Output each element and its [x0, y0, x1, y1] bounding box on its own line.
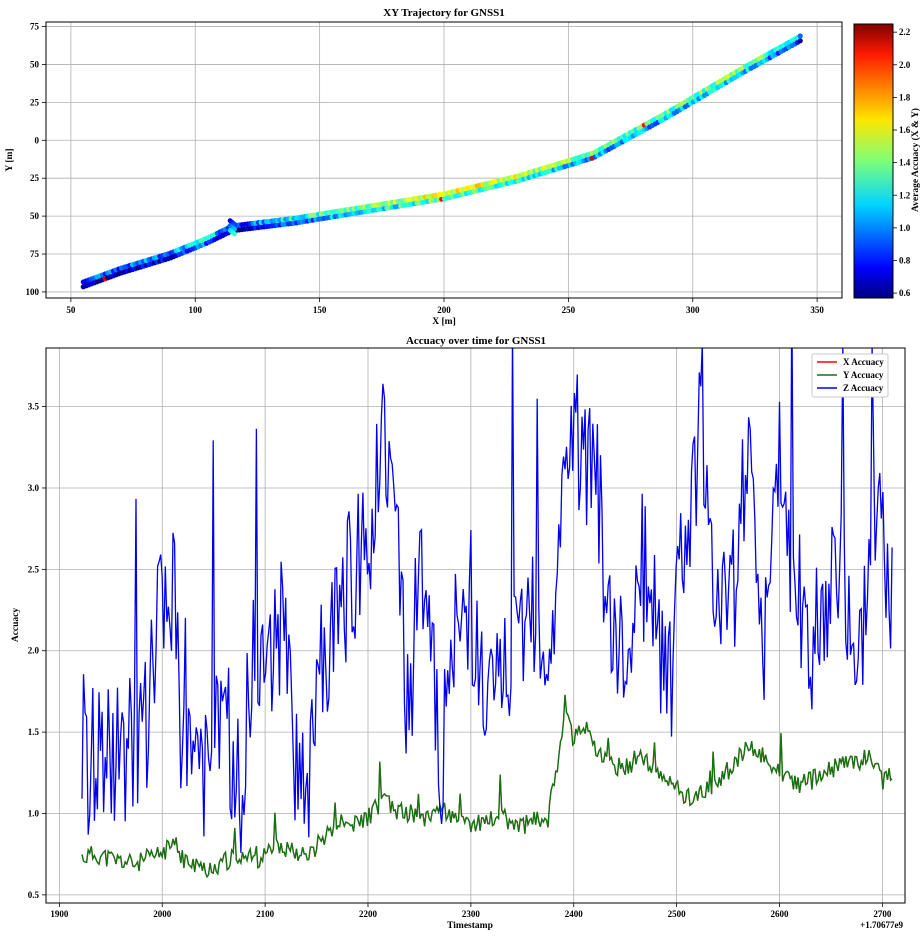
y-tick-label: 50: [30, 59, 40, 69]
colorbar-tick-label: 2.0: [899, 60, 911, 70]
x-tick-label: 350: [810, 305, 824, 315]
x-tick-label: 2100: [256, 909, 275, 919]
y-tick-label: 0: [35, 135, 40, 145]
accuracy-plot-area: [46, 348, 905, 903]
accuracy-xlabel: Timestamp: [447, 921, 493, 931]
accuracy-lines: [81, 348, 893, 879]
series-y-line: [81, 694, 893, 879]
x-tick-label: 2600: [770, 909, 789, 919]
colorbar-tick-label: 1.6: [899, 125, 911, 135]
x-tick-label: 50: [66, 305, 76, 315]
y-tick-label: 2.5: [28, 564, 40, 574]
x-tick-label: 2500: [668, 909, 687, 919]
x-tick-label: 2000: [153, 909, 172, 919]
y-tick-label: 3.5: [28, 402, 40, 412]
y-tick-label: 3.0: [28, 483, 40, 493]
x-tick-label: 200: [437, 305, 451, 315]
trajectory-xlabel: X [m]: [432, 317, 455, 327]
trajectory-ylabel: Y [m]: [5, 148, 15, 171]
legend-x-label: X Accuacy: [843, 357, 884, 367]
y-tick-label: 50: [30, 211, 40, 221]
x-tick-label: 2200: [359, 909, 378, 919]
accuracy-ylabel: Accuacy: [11, 608, 21, 643]
legend: X Accuacy Y Accuacy Z Accuacy: [811, 353, 889, 398]
y-tick-label: 1.5: [28, 727, 40, 737]
trajectory-point: [232, 231, 237, 237]
y-tick-label: 25: [30, 173, 40, 183]
trajectory-grid: [46, 22, 842, 298]
colorbar-tick-label: 1.2: [899, 190, 911, 200]
trajectory-point: [797, 33, 803, 39]
x-tick-label: 2300: [462, 909, 481, 919]
accuracy-title: Accuacy over time for GNSS1: [406, 335, 546, 347]
accuracy-panel: Accuacy over time for GNSS1 1900 2000 2100…: [11, 335, 906, 931]
x-offset-label: +1.70677e9: [860, 920, 903, 930]
y-tick-label: 75: [30, 249, 40, 259]
trajectory-panel: XY Trajectory for GNSS1 50 100 150 200 250 30…: [5, 7, 921, 327]
colorbar-tick-label: 1.0: [899, 223, 911, 233]
x-tick-label: 250: [562, 305, 576, 315]
trajectory-point: [797, 38, 803, 44]
y-tick-label: 100: [26, 287, 40, 297]
y-tick-label: 1.0: [28, 808, 40, 818]
x-tick-label: 2400: [565, 909, 584, 919]
colorbar-tick-label: 0.8: [899, 255, 911, 265]
y-tick-label: 2.0: [28, 646, 40, 656]
y-tick-label: 0.5: [28, 890, 40, 900]
legend-box: [811, 353, 889, 398]
legend-z-label: Z Accuacy: [843, 383, 884, 393]
colorbar-ticks: 0.6 0.8 1.0 1.2 1.4 1.6 1.8 2.0 2.2: [893, 27, 911, 298]
trajectory-points: [80, 33, 803, 290]
colorbar-label: Average Accuacy (X & Y): [910, 108, 921, 212]
legend-y-label: Y Accuacy: [843, 370, 884, 380]
colorbar-tick-label: 1.8: [899, 92, 911, 102]
colorbar-tick-label: 2.2: [899, 27, 911, 37]
trajectory-title: XY Trajectory for GNSS1: [383, 7, 505, 19]
accuracy-ticks: 1900 2000 2100 2200 2300 2400 2500 2600 2700 0.5 1…: [28, 402, 892, 919]
accuracy-frame: [45, 347, 906, 904]
colorbar-tick-label: 1.4: [899, 158, 911, 168]
y-tick-label: 75: [30, 22, 40, 32]
series-z-line: [81, 348, 893, 853]
colorbar: [853, 23, 894, 299]
x-tick-label: 2700: [873, 909, 892, 919]
x-tick-label: 100: [189, 305, 203, 315]
x-tick-label: 1900: [50, 909, 69, 919]
x-tick-label: 300: [686, 305, 700, 315]
x-tick-label: 150: [313, 305, 327, 315]
colorbar-tick-label: 0.6: [899, 288, 911, 298]
y-tick-label: 25: [30, 97, 40, 107]
